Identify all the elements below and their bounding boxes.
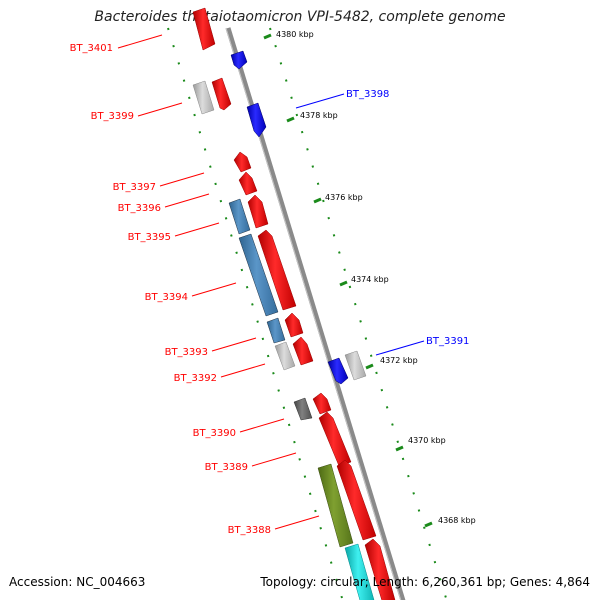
gene-bt-3395-steel[interactable] (228, 198, 251, 235)
gene-label[interactable]: BT_3399 (91, 111, 134, 122)
gene-label[interactable]: BT_3388 (228, 525, 271, 536)
gene-bt-3389[interactable] (318, 411, 352, 467)
gene-label[interactable]: BT_3395 (128, 232, 171, 243)
gene-bt-3388-olive[interactable] (317, 463, 354, 548)
accession-text: Accession: NC_004663 (9, 575, 146, 589)
gene-label[interactable]: BT_3401 (70, 43, 113, 54)
gene-label[interactable]: BT_3396 (118, 203, 161, 214)
scale-label: 4380 kbp (276, 30, 314, 39)
gene-label[interactable]: BT_3394 (145, 292, 188, 303)
gene-features (192, 7, 396, 600)
gene-bt-3393-steel[interactable] (266, 317, 286, 344)
scale-ticks (263, 33, 433, 528)
gene-label[interactable]: BT_3389 (205, 462, 248, 473)
gene-bt-3396[interactable] (238, 171, 258, 196)
gene-label[interactable]: BT_3390 (193, 428, 236, 439)
gene-label[interactable]: BT_3398 (346, 89, 389, 100)
scale-label: 4370 kbp (408, 436, 446, 445)
gene-bt-3394-steel[interactable] (238, 233, 279, 317)
gene-bt-3395[interactable] (247, 194, 269, 229)
scale-label: 4378 kbp (300, 111, 338, 120)
gene-bt-3392-gray[interactable] (274, 341, 296, 371)
gene-bt-3394[interactable] (257, 229, 297, 311)
gene-bt-3391[interactable] (327, 357, 349, 385)
gene-bt-3391-gray[interactable] (344, 350, 367, 381)
scale-label: 4372 kbp (380, 356, 418, 365)
gene-bt-3390[interactable] (312, 392, 332, 415)
gene-bt-3393[interactable] (284, 312, 304, 338)
gene-bt-3401[interactable] (192, 7, 216, 51)
scale-label: 4376 kbp (325, 193, 363, 202)
scale-label: 4374 kbp (351, 275, 389, 284)
right-leader-bt-3391 (375, 340, 425, 356)
gene-bt-3398[interactable] (246, 102, 267, 138)
gene-bt-3397[interactable] (233, 151, 252, 173)
topology-text: Topology: circular; Length: 6,260,361 bp… (260, 575, 590, 589)
left-leader-lines (117, 34, 320, 530)
gene-cyan-bottom[interactable] (344, 543, 375, 600)
gene-bt-3399[interactable] (211, 77, 232, 111)
gene-red-bottom[interactable] (364, 538, 396, 600)
gene-label[interactable]: BT_3393 (165, 347, 208, 358)
scale-label: 4368 kbp (438, 516, 476, 525)
gene-bt-3399-gray[interactable] (192, 80, 215, 115)
gene-label[interactable]: BT_3397 (113, 182, 156, 193)
gene-reverse-small[interactable] (230, 50, 248, 70)
gene-bt-3390-dark[interactable] (293, 397, 313, 421)
gene-bt-3392[interactable] (292, 336, 314, 366)
gene-bt-3388[interactable] (336, 459, 377, 541)
gene-label[interactable]: BT_3392 (174, 373, 217, 384)
right-leader-bt-3398 (295, 93, 345, 109)
gene-label[interactable]: BT_3391 (426, 336, 469, 347)
